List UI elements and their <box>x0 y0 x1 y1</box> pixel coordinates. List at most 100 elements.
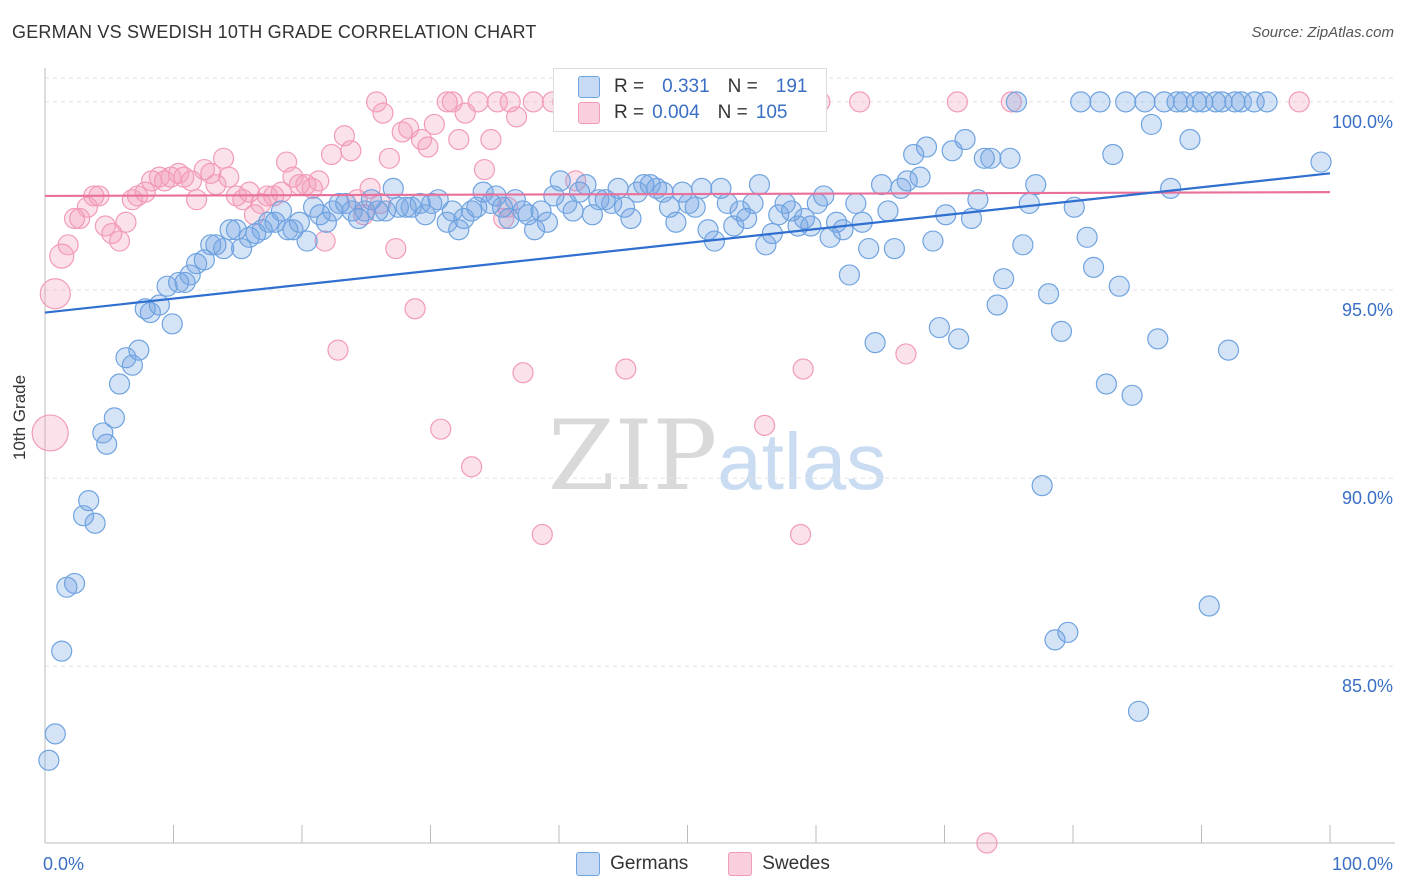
swede-point <box>1288 91 1310 113</box>
german-point <box>1031 474 1053 497</box>
swede-point <box>218 166 240 188</box>
swede-point <box>792 358 814 380</box>
swedes-trend-line <box>44 191 1331 198</box>
swede-point <box>849 91 871 113</box>
german-point <box>108 373 131 395</box>
series-legend: Germans Swedes <box>0 852 1406 876</box>
german-point <box>1217 339 1240 361</box>
german-point <box>768 204 790 226</box>
german-point <box>870 174 893 196</box>
y-tick-label: 85.0% <box>1342 676 1393 696</box>
german-point <box>409 192 431 215</box>
swede-point <box>186 189 208 211</box>
legend-row-swedes: R = 0.004 N = 105 <box>578 101 805 125</box>
german-point <box>148 294 170 316</box>
german-point <box>441 200 463 222</box>
legend-n-value: 105 <box>755 102 788 123</box>
german-point <box>742 192 764 215</box>
swede-point <box>946 91 968 113</box>
german-point <box>549 170 571 192</box>
german-point <box>1224 91 1246 113</box>
swede-point <box>365 91 388 113</box>
swede-point <box>1000 91 1022 113</box>
german-point <box>1044 629 1066 651</box>
legend-row-germans: R = 0.331 N = 191 <box>578 75 825 99</box>
german-point <box>1057 621 1079 643</box>
german-point <box>1256 91 1278 113</box>
swede-point <box>327 339 349 361</box>
legend-r-label: R = <box>614 76 645 97</box>
german-point <box>92 422 114 444</box>
german-point <box>858 237 880 260</box>
german-point <box>530 200 552 222</box>
german-point <box>51 640 73 662</box>
german-point <box>1025 174 1047 196</box>
swede-point <box>522 91 544 113</box>
swede-point <box>436 91 458 113</box>
german-point <box>883 237 905 260</box>
swede-point <box>512 362 534 384</box>
german-point <box>374 200 397 222</box>
legend-r-label: R = <box>614 102 645 123</box>
swede-point <box>467 91 489 113</box>
swede-point <box>417 136 439 158</box>
german-point <box>1198 595 1220 617</box>
swede-point <box>895 343 917 365</box>
german-point <box>967 189 989 211</box>
trend-lines <box>44 172 1331 314</box>
swede-point <box>134 181 156 203</box>
german-point <box>691 177 713 199</box>
swede-point <box>486 91 508 113</box>
german-point <box>414 204 436 226</box>
swede-point <box>320 143 343 166</box>
swede-point <box>39 278 71 310</box>
german-point <box>128 339 150 361</box>
german-point <box>38 749 60 771</box>
swede-point <box>115 211 137 233</box>
german-point <box>328 192 350 215</box>
germans-legend-label: Germans <box>610 853 689 874</box>
german-point <box>1243 91 1265 113</box>
swede-point <box>473 158 496 181</box>
german-point <box>922 230 944 252</box>
legend-item-swedes[interactable]: Swedes <box>728 852 830 876</box>
german-point <box>928 316 950 339</box>
swede-point <box>531 523 553 546</box>
swede-point <box>391 121 413 143</box>
legend-n-label: N = <box>727 76 758 97</box>
source-label: Source: ZipAtlas.com <box>1251 24 1394 41</box>
german-point <box>1192 91 1214 113</box>
swede-point <box>753 414 776 437</box>
german-point <box>264 211 286 233</box>
swede-point <box>340 140 362 162</box>
german-point <box>1070 91 1092 113</box>
swede-point <box>404 298 426 320</box>
german-point <box>903 143 925 166</box>
legend-swatch-swedes <box>578 102 600 124</box>
y-axis-label: 10th Grade <box>10 374 29 460</box>
swede-point <box>385 237 407 260</box>
german-point <box>1127 700 1150 722</box>
swedes-legend-label: Swedes <box>762 853 830 874</box>
swedes-swatch <box>728 852 753 876</box>
swede-point <box>76 196 99 218</box>
german-point <box>78 490 100 512</box>
german-point <box>620 207 642 230</box>
legend-n-label: N = <box>717 102 748 123</box>
watermark: ZIPatlas <box>548 400 886 512</box>
german-point <box>1147 328 1169 350</box>
legend-item-germans[interactable]: Germans <box>576 852 688 876</box>
swede-point <box>213 147 235 169</box>
german-point <box>367 200 389 222</box>
swede-point <box>101 222 123 245</box>
swede-point <box>238 181 260 203</box>
x-tick-label: 100.0% <box>1332 854 1393 874</box>
german-point <box>288 211 311 233</box>
german-point <box>395 196 417 218</box>
x-tick-label: 0.0% <box>43 854 84 874</box>
german-point <box>896 170 918 192</box>
german-point <box>1230 91 1252 113</box>
swede-point <box>308 170 330 192</box>
german-point <box>1050 320 1073 342</box>
german-point <box>1089 91 1111 113</box>
